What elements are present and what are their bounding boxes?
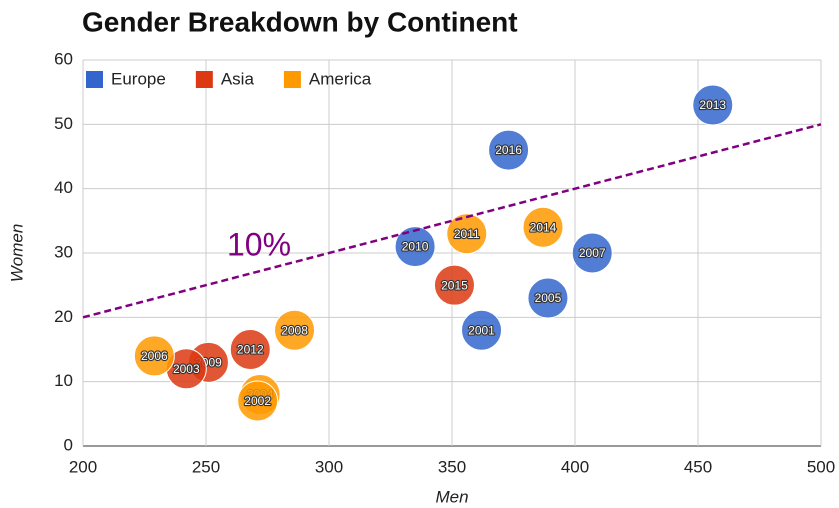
y-tick-label: 30 — [54, 242, 73, 261]
x-tick-label: 450 — [684, 457, 712, 476]
y-tick-label: 40 — [54, 178, 73, 197]
bubble-label: 2007 — [579, 246, 606, 260]
bubble — [461, 309, 503, 351]
x-tick-label: 250 — [192, 457, 220, 476]
bubble-group: 2008 — [274, 309, 316, 351]
legend-label: America — [309, 69, 372, 88]
bubble-group: 2002 — [237, 380, 279, 422]
bubble — [394, 226, 436, 268]
y-tick-label: 10 — [54, 371, 73, 390]
chart-title: Gender Breakdown by Continent — [82, 6, 518, 37]
bubble — [446, 213, 488, 255]
y-tick-label: 20 — [54, 307, 73, 326]
legend-label: Europe — [111, 69, 166, 88]
y-tick-label: 50 — [54, 114, 73, 133]
bubble-label: 2002 — [244, 394, 271, 408]
x-tick-label: 300 — [315, 457, 343, 476]
bubble — [527, 277, 569, 319]
x-axis-label: Men — [435, 487, 468, 506]
legend-swatch — [86, 71, 103, 88]
bubble-label: 2001 — [468, 323, 495, 337]
bubble — [488, 129, 530, 171]
bubble-label: 2015 — [441, 278, 468, 292]
bubble-label: 2008 — [281, 323, 308, 337]
trendline — [82, 123, 822, 319]
bubble-group: 2005 — [527, 277, 569, 319]
bubble — [571, 232, 613, 274]
bubble — [229, 329, 271, 370]
bubble-label: 2003 — [173, 362, 200, 376]
bubble — [133, 335, 175, 377]
bubble-group: 2006 — [133, 335, 175, 377]
bubble-label: 2012 — [237, 343, 264, 357]
bubble — [433, 264, 475, 306]
legend-label: Asia — [221, 69, 255, 88]
y-tick-label: 0 — [64, 435, 73, 454]
bubble-group: 2011 — [446, 213, 488, 255]
bubble — [522, 206, 564, 248]
bubble-group: 2007 — [571, 232, 613, 274]
bubble-group: 2013 — [692, 84, 734, 126]
bubble-group: 2016 — [488, 129, 530, 171]
bubble-group: 2015 — [433, 264, 475, 306]
trendline-label: 10% — [227, 226, 291, 262]
y-tick-label: 60 — [54, 49, 73, 68]
x-tick-label: 500 — [807, 457, 835, 476]
y-axis-label: Women — [7, 224, 26, 283]
bubble-label: 2005 — [535, 291, 562, 305]
bubble — [237, 380, 279, 422]
x-tick-label: 200 — [69, 457, 97, 476]
bubble-label: 2014 — [530, 220, 557, 234]
bubble-group: 2010 — [394, 226, 436, 268]
bubble-group: 2003 — [165, 348, 207, 390]
bubble-group: 2001 — [461, 309, 503, 351]
bubble-label: 2013 — [699, 98, 726, 112]
bubble-label: 2010 — [402, 240, 429, 254]
bubble — [274, 309, 316, 351]
legend-swatch — [283, 71, 301, 88]
bubble-group: 2012 — [229, 329, 271, 370]
x-tick-label: 400 — [561, 457, 589, 476]
bubble-label: 2011 — [454, 227, 480, 241]
x-tick-label: 350 — [438, 457, 466, 476]
bubble-group: 2014 — [522, 206, 564, 248]
bubble — [692, 84, 734, 126]
bubble-label: 2016 — [495, 143, 522, 157]
bubble-label: 2006 — [141, 349, 168, 363]
legend-swatch — [195, 71, 213, 88]
